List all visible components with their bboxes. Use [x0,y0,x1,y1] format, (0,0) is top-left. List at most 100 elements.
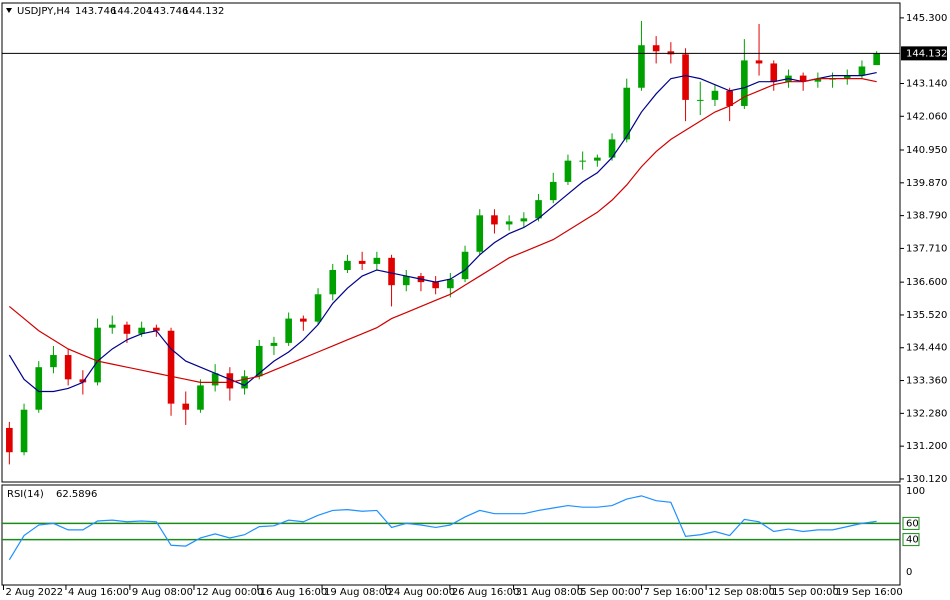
y-tick-label: 145.300 [906,13,947,24]
candle-body [608,139,616,158]
current-price-box [901,46,947,61]
candle-body [770,63,778,82]
y-tick-label: 142.060 [906,111,947,122]
candle-body [682,54,689,100]
y-tick-label: 140.950 [906,145,947,156]
candle-body [505,221,513,225]
candle-body [138,327,145,334]
candle-body [79,379,87,383]
candle-body [696,99,704,101]
x-tick-label: 12 Aug 00:00 [196,587,263,598]
candle-body [461,251,469,280]
x-tick-label: 19 Sep 16:00 [836,587,903,598]
header-open: 143.746 [75,6,116,17]
candle-body [270,342,278,346]
candle-body [197,385,204,410]
symbol: USDJPY,H4 [17,6,70,17]
y-tick-label: 135.520 [906,310,947,321]
candle-body [491,215,498,225]
candle-body [241,376,248,389]
candle-body [623,87,631,140]
current-price-label: 144.132 [906,48,947,59]
candle-body [314,294,322,322]
x-tick-label: 19 Aug 08:00 [324,587,391,598]
candle-body [549,181,557,201]
candle-body [432,282,439,289]
candle-body [579,160,586,162]
y-tick-label: 130.120 [906,474,947,485]
indicator-tick-label: 0 [906,567,912,578]
y-tick-label: 139.870 [906,178,947,189]
candle-body [153,327,160,331]
candle-body [843,75,851,79]
y-tick-label: 138.790 [906,211,947,222]
candle-body [594,157,601,161]
candle-body [300,318,307,322]
x-tick-label: 15 Sep 00:00 [772,587,839,598]
candle-body [667,51,675,55]
candle-body [329,269,337,295]
candle-body [873,53,880,66]
candle-body [94,327,101,383]
level-label: 60 [906,518,919,529]
candle-body [726,90,733,106]
candle-body [564,160,572,182]
y-tick-label: 131.200 [906,441,947,452]
x-tick-label: 4 Aug 16:00 [68,587,129,598]
candle-body [226,373,234,389]
indicator-line [8,495,877,561]
candle-body [373,257,381,264]
candle-body [476,215,484,252]
y-tick-label: 143.140 [906,78,947,89]
x-tick-label: 7 Sep 16:00 [643,587,703,598]
candle-body [814,78,822,82]
level-label: 40 [906,535,919,546]
x-tick-label: 31 Aug 08:00 [516,587,583,598]
header-close: 144.132 [183,6,224,17]
level-box [902,533,920,547]
candle-body [20,409,28,453]
x-tick-label: 12 Sep 08:00 [708,587,775,598]
x-tick-label: 24 Aug 00:00 [388,587,455,598]
candle-body [447,279,454,289]
candle-body [402,276,410,286]
y-tick-label: 134.440 [906,343,947,354]
main-panel [1,2,901,483]
candle-body [741,60,748,106]
x-tick-label: 16 Aug 16:00 [260,587,327,598]
candle-body [285,318,292,343]
x-tick-label: 26 Aug 16:00 [452,587,519,598]
candle-body [211,373,219,386]
candle-body [711,90,719,100]
x-tick-label: 5 Sep 00:00 [580,587,640,598]
y-tick-label: 136.600 [906,277,947,288]
candle-body [535,200,542,219]
candle-body [638,45,645,88]
indicator-name: RSI(14) [7,489,44,500]
y-tick-label: 132.280 [906,408,947,419]
candle-body [108,324,116,328]
candle-body [358,260,366,264]
x-tick-label: 9 Aug 08:00 [132,587,193,598]
candle-body [520,218,528,222]
candle-body [652,45,660,52]
candle-body [50,355,57,368]
candle-body [755,60,763,64]
candle-body [388,257,395,286]
candle-body [35,367,43,410]
y-tick-label: 137.710 [906,243,947,254]
collapse-icon[interactable] [6,8,12,13]
indicator-panel [1,484,901,586]
level-box [902,516,920,530]
indicator-value: 62.5896 [56,489,97,500]
candle-body [255,345,263,377]
moving-average [8,78,877,383]
header-high: 144.204 [111,6,152,17]
candle-body [167,330,175,404]
header-low: 143.746 [147,6,188,17]
candle-body [182,403,190,410]
moving-average [8,71,877,393]
candle-body [344,260,351,270]
candle-body [858,66,866,76]
